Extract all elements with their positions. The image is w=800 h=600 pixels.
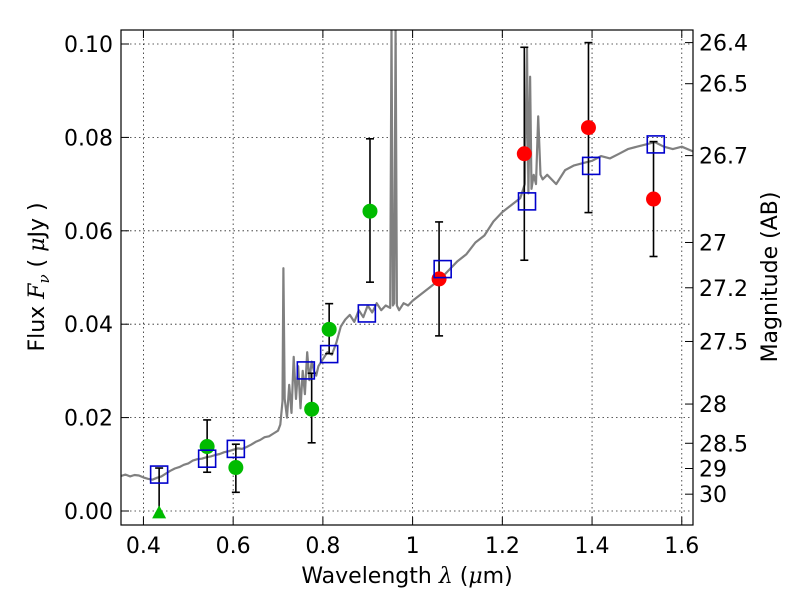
y-tick-label: 0.04 <box>64 313 113 338</box>
magnitude-tick-label: 30 <box>699 483 727 508</box>
grid <box>121 30 693 525</box>
model-sed-line <box>121 30 693 481</box>
model-photometry-point <box>197 449 217 468</box>
upper-limit-point <box>152 505 167 519</box>
x-tick-label: 1 <box>406 534 420 559</box>
model-photometry-point <box>581 156 601 176</box>
x-tick-labels: 0.4 0.6 0.8 1 1.2 1.4 1.6 <box>126 534 699 559</box>
y-tick-label: 0.00 <box>64 500 113 525</box>
y2-axis-label: Magnitude (AB) <box>758 192 783 363</box>
model-photometry-point <box>319 344 339 364</box>
y-tick-label: 0.10 <box>64 33 113 58</box>
magnitude-tick-label: 27 <box>699 231 727 256</box>
x-tick-label: 0.6 <box>216 534 251 559</box>
model-sed-curve-layer <box>121 30 693 481</box>
data-point <box>362 203 378 219</box>
magnitude-tick-label: 29 <box>699 457 727 482</box>
data-point <box>580 120 596 136</box>
data-point <box>431 271 447 287</box>
y-tick-label: 0.08 <box>64 126 113 151</box>
plot-background <box>121 30 693 525</box>
marker-layer <box>149 120 666 519</box>
x-tick-label: 0.8 <box>305 534 340 559</box>
data-point <box>199 439 215 455</box>
magnitude-tick-label: 27.5 <box>699 330 748 355</box>
magnitude-tick-label: 26.4 <box>699 32 748 57</box>
y-axis-label: Flux Fν ( μJy ) <box>25 202 53 351</box>
magnitude-tick-label: 26.5 <box>699 73 748 98</box>
model-photometry-point <box>433 259 452 279</box>
model-photometry-point <box>517 192 537 211</box>
magnitude-tick-label: 28.5 <box>699 432 748 457</box>
data-point <box>228 460 244 476</box>
tick-marks <box>121 30 693 525</box>
y-tick-label: 0.06 <box>64 220 113 245</box>
model-photometry-point <box>357 304 377 323</box>
x-tick-label: 1.2 <box>485 534 520 559</box>
y-tick-label: 0.02 <box>64 407 113 432</box>
data-point <box>321 321 337 337</box>
plot-frame <box>120 29 694 526</box>
magnitude-tick-label: 27.2 <box>699 277 748 302</box>
magnitude-tick-label: 26.7 <box>699 145 748 170</box>
data-point <box>304 401 320 417</box>
model-photometry-point <box>296 361 316 380</box>
model-photometry-point <box>226 439 246 459</box>
x-tick-label: 1.4 <box>575 534 610 559</box>
model-photometry-point <box>149 465 169 484</box>
x-axis-label: Wavelength λ (μm) <box>301 564 512 589</box>
data-point <box>516 146 532 162</box>
model-photometry-point <box>646 135 666 154</box>
x-tick-label: 0.4 <box>126 534 161 559</box>
data-point <box>646 191 662 207</box>
magnitude-tick-label: 28 <box>699 393 727 418</box>
y-tick-labels: 0.00 0.02 0.04 0.06 0.08 0.10 <box>64 33 113 525</box>
x-tick-label: 1.6 <box>664 534 699 559</box>
